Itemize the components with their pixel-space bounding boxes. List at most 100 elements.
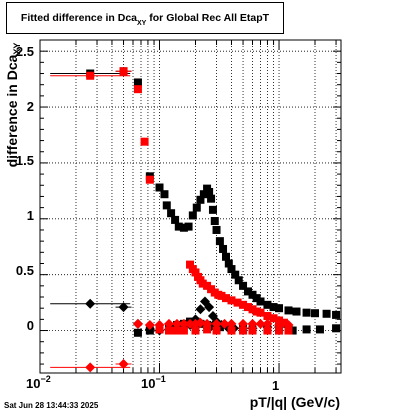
data-point-square [184,222,193,231]
data-point-square [133,78,142,87]
data-point-square [284,326,293,335]
data-point-square [302,325,311,334]
data-point-square [208,205,217,214]
data-point-diamond [118,302,129,313]
y-tick-label-1: 1 [26,208,34,223]
data-point-square [192,203,201,212]
x-tick-label-1: 1 [272,378,280,393]
data-point-diamond [85,298,96,309]
data-point-square [140,137,149,146]
data-point-square [292,307,301,316]
data-point-square [133,328,142,337]
data-point-square [263,326,272,335]
data-point-square [275,304,284,313]
data-point-diamond [85,362,96,373]
data-point-diamond [204,302,215,313]
data-point-square [191,268,200,277]
chart-title-main: Fitted difference in Dca [20,12,138,24]
data-point-square [205,187,214,196]
data-point-square [208,322,217,331]
data-point-diamond [255,318,266,329]
data-point-square [263,300,272,309]
data-point-diamond [202,318,213,329]
data-point-diamond [195,304,206,315]
data-point-diamond [262,318,273,329]
x-tick-label-0.01: 10−2 [26,374,51,391]
data-point-square [227,265,236,274]
data-point-diamond [132,318,143,329]
data-point-square [239,326,248,335]
data-point-square [174,222,183,231]
data-point-square [332,310,341,319]
data-point-square [212,326,221,335]
data-point-square [224,259,233,268]
data-point-diamond [163,318,174,329]
data-point-square [155,183,164,192]
timestamp: Sat Jun 28 13:44:33 2025 [4,401,99,410]
data-point-square [332,324,341,333]
data-point-diamond [211,318,222,329]
data-point-square [191,326,200,335]
data-point-square [203,325,212,334]
data-point-square [248,326,257,335]
y-tick-label-0: 0 [26,318,34,333]
data-point-diamond [226,318,237,329]
y-tick-label-1.5: 1.5 [15,153,34,168]
data-point-square [164,326,173,335]
data-point-square [207,194,216,203]
data-point-square [279,318,288,327]
y-tick-label-2: 2 [26,99,34,114]
data-point-diamond [247,318,258,329]
data-point-diamond [185,318,196,329]
data-point-square [179,326,188,335]
data-point-square [212,225,221,234]
data-point-square [248,305,257,314]
data-point-diamond [154,319,165,330]
data-point-square [315,325,324,334]
chart-title-tail: for Global Rec All EtapT [146,12,270,24]
data-point-square [302,308,311,317]
data-point-square [162,201,171,210]
data-point-diamond [178,318,189,329]
data-point-square [269,314,278,323]
data-point-square [231,270,240,279]
data-point-square [239,300,248,309]
data-point-square [222,294,231,303]
data-point-square [167,209,176,218]
data-point-square [133,85,142,94]
y-tick-label-2.5: 2.5 [15,44,34,59]
plot-frame [39,39,342,374]
data-point-diamond [171,318,182,329]
data-point-diamond [283,319,294,330]
data-point-square [234,276,243,285]
data-point-square [269,303,278,312]
data-point-square [222,252,231,261]
data-point-square [186,260,195,269]
data-point-square [243,287,252,296]
x-tick-label-0.1: 10−1 [141,374,166,391]
data-point-square [160,190,169,199]
data-point-square [119,67,128,76]
x-axis-label: pT/|q| (GeV/c) [249,394,340,410]
data-point-square [284,306,293,315]
data-point-square [288,326,297,335]
data-point-square [198,279,207,288]
data-point-square [233,298,242,307]
data-point-square [86,71,95,80]
data-point-square [263,312,272,321]
data-point-square [256,308,265,317]
data-point-square [239,281,248,290]
data-point-square [217,291,226,300]
data-point-square [196,195,205,204]
data-point-diamond [118,359,129,370]
data-point-square [210,217,219,226]
data-point-square [248,290,257,299]
data-point-square [256,297,265,306]
data-point-diamond [144,319,155,330]
data-point-square [145,175,154,184]
data-point-square [243,303,252,312]
data-point-square [172,326,181,335]
data-point-square [215,237,224,246]
data-point-square [188,211,197,220]
